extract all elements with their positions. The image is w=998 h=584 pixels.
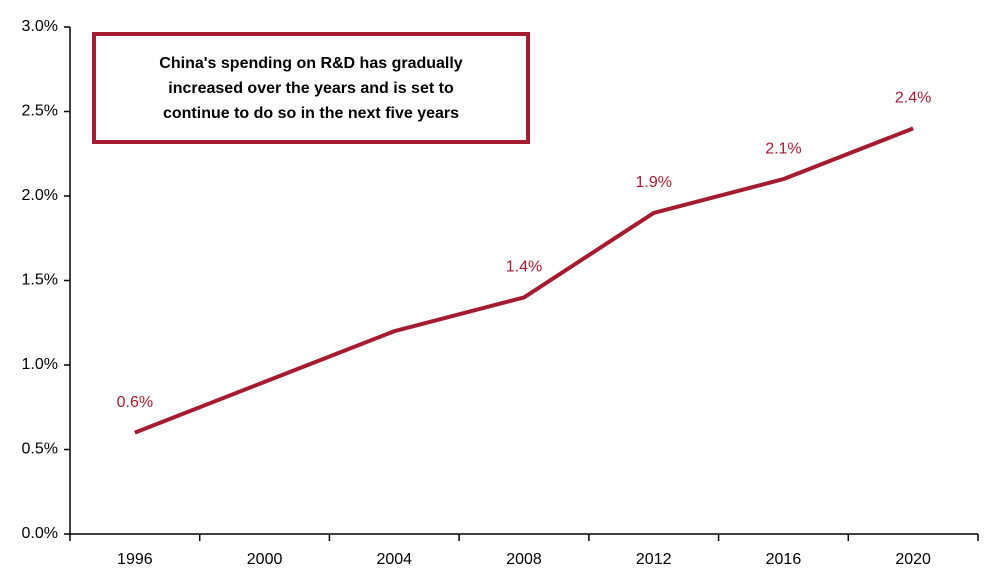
y-tick-label: 3.0% <box>22 18 58 35</box>
y-tick-label: 2.0% <box>22 187 58 204</box>
x-tick-label: 2016 <box>766 551 802 568</box>
y-tick-label: 0.5% <box>22 441 58 458</box>
annotation: China's spending on R&D has gradually <box>159 55 463 72</box>
x-tick-label: 2012 <box>636 551 672 568</box>
data-label: 1.9% <box>635 174 671 191</box>
data-label: 0.6% <box>117 394 153 411</box>
annotation: increased over the years and is set to <box>168 80 454 97</box>
data-label: 2.4% <box>895 90 931 107</box>
annotation-box <box>92 32 530 144</box>
annotation: continue to do so in the next five years <box>163 105 459 122</box>
x-tick-label: 2008 <box>506 551 542 568</box>
y-tick-label: 2.5% <box>22 103 58 120</box>
x-tick-label: 2020 <box>895 551 931 568</box>
data-label: 2.1% <box>765 140 801 157</box>
y-tick-label: 1.0% <box>22 356 58 373</box>
x-tick-label: 1996 <box>117 551 153 568</box>
y-tick-label: 0.0% <box>22 525 58 542</box>
y-tick-label: 1.5% <box>22 272 58 289</box>
x-tick-label: 2000 <box>247 551 283 568</box>
data-label: 1.4% <box>506 259 542 276</box>
x-tick-label: 2004 <box>376 551 412 568</box>
line <box>134 126 914 435</box>
